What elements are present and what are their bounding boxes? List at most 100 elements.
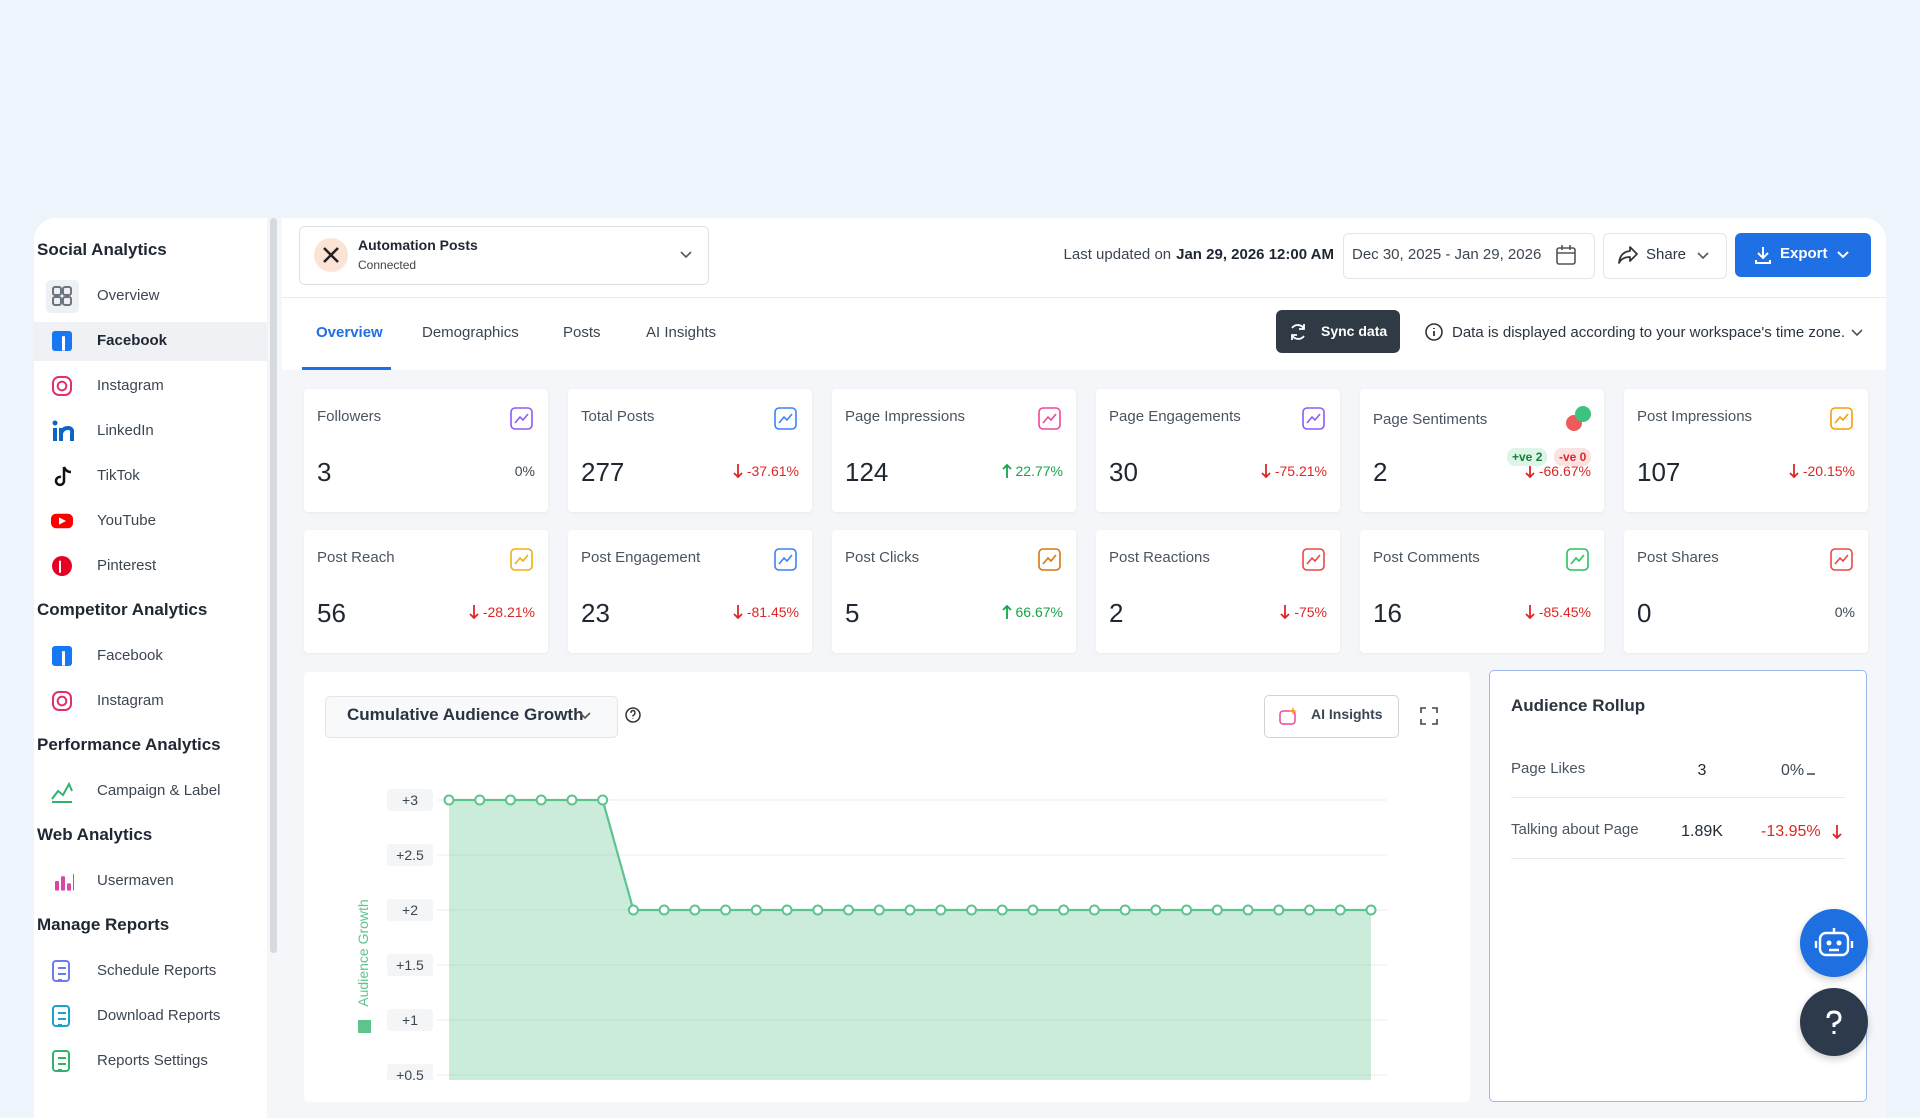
point [965, 904, 977, 916]
metric-icon-frame [510, 548, 533, 571]
icon-shape [59, 425, 74, 441]
trend-arrow-path [1001, 604, 1012, 619]
export-button[interactable] [1735, 233, 1871, 277]
point [1150, 904, 1162, 916]
ai-spark [1289, 707, 1297, 715]
icon-shape [59, 517, 66, 525]
point [535, 794, 547, 806]
y-tick-box [387, 1009, 433, 1031]
point [843, 904, 855, 916]
icon-shape [62, 651, 65, 666]
nav-item[interactable]: Usermaven [97, 872, 174, 889]
nav-item[interactable]: YouTube [97, 512, 156, 529]
ai-icon [1279, 707, 1297, 725]
account-selector[interactable] [299, 226, 709, 285]
metric-label: Post Engagement [581, 549, 701, 566]
metric-icon-frame [1830, 407, 1853, 430]
icon-shape [52, 286, 62, 296]
icon [55, 873, 74, 891]
metric-card: Post Engagement 23 -81.45% [568, 530, 812, 653]
icon-shape [52, 296, 62, 306]
nav-item[interactable]: Download Reports [97, 1007, 221, 1024]
metric-card: Page Impressions 124 22.77% [832, 389, 1076, 512]
rollup-value: 1.89K [1681, 823, 1723, 840]
nav-item[interactable]: Overview [97, 287, 160, 304]
metric-icon-frame [1302, 407, 1325, 430]
point [504, 794, 516, 806]
point [443, 794, 455, 806]
last-updated: Last updated on Jan 29, 2026 12:00 AM [1064, 246, 1334, 263]
avatar-x [323, 247, 339, 263]
sync-label[interactable]: Sync data [1321, 323, 1388, 339]
metric-value: 3 [317, 457, 332, 487]
chevron-path [1851, 329, 1863, 337]
metric-icon [510, 548, 533, 571]
point [627, 904, 639, 916]
icon-shape [67, 883, 71, 891]
icon-shape [58, 967, 66, 981]
tab[interactable]: Posts [563, 324, 601, 341]
point [812, 904, 824, 916]
sync-button[interactable] [1276, 310, 1400, 353]
metric-icon-detail [1306, 413, 1321, 424]
trend-arrow [1832, 825, 1842, 840]
nav-item[interactable]: Instagram [97, 377, 164, 394]
share-label[interactable]: Share [1646, 246, 1687, 263]
chevron-path [680, 251, 692, 259]
share-button[interactable] [1603, 233, 1727, 279]
tab[interactable]: AI Insights [646, 324, 717, 341]
ai-insights-label[interactable]: AI Insights [1311, 706, 1383, 722]
metric-value: 277 [581, 457, 625, 487]
metric-icon-detail [778, 554, 793, 565]
nav-item[interactable]: TikTok [97, 467, 140, 484]
point [1088, 904, 1100, 916]
metric-value: 124 [845, 457, 889, 487]
chatbot-button[interactable] [1800, 909, 1868, 977]
nav-item[interactable]: Campaign & Label [97, 782, 221, 799]
tab[interactable]: Demographics [422, 324, 519, 341]
metric-value: 5 [845, 598, 860, 628]
date-range-picker[interactable] [1343, 233, 1595, 279]
sidebar [34, 218, 267, 1118]
metric-icon-detail [1042, 413, 1057, 424]
trend-arrow-path [733, 464, 743, 479]
icon-shape [54, 466, 72, 487]
tabs-bar [282, 298, 1886, 370]
rollup-title: Audience Rollup [1511, 696, 1646, 715]
metric-icon [774, 407, 797, 430]
export-label[interactable]: Export [1780, 245, 1828, 262]
nav-item[interactable]: Instagram [97, 692, 164, 709]
point [1181, 904, 1193, 916]
y-tick-label: +0.5 [396, 1067, 424, 1080]
rollup-label: Talking about Page [1511, 821, 1639, 838]
nav-item[interactable]: Facebook [97, 332, 168, 349]
trend-arrow [1001, 604, 1012, 619]
chevron-path [1837, 251, 1849, 259]
nav-item[interactable]: LinkedIn [97, 422, 154, 439]
metric-icon-detail [1570, 554, 1585, 565]
timezone-note: Data is displayed according to your work… [1452, 324, 1846, 341]
y-tick-label: +2.5 [396, 847, 424, 863]
metric-icon [1566, 548, 1589, 571]
chart-selector[interactable] [325, 696, 618, 738]
help-button[interactable] [1800, 988, 1868, 1056]
point [781, 904, 793, 916]
metric-icon [1302, 548, 1325, 571]
nav-item[interactable]: Reports Settings [97, 1052, 208, 1069]
icon [52, 331, 72, 351]
metric-icon [774, 548, 797, 571]
chart-title[interactable]: Cumulative Audience Growth [347, 705, 584, 724]
metric-icon [1566, 406, 1591, 431]
trend-arrow-path [1789, 464, 1799, 479]
nav-item[interactable]: Pinterest [97, 557, 157, 574]
metric-label: Post Shares [1637, 549, 1719, 566]
tab[interactable]: Overview [316, 324, 383, 341]
icon [51, 513, 73, 529]
nav-item[interactable]: Schedule Reports [97, 962, 217, 979]
nav-item[interactable]: Facebook [97, 647, 163, 664]
page: (() => { const data = JSON.parse(documen… [34, 218, 1886, 1118]
ai-insights-button[interactable] [1264, 695, 1399, 738]
metric-icon-detail [1834, 413, 1849, 424]
share-path [1618, 246, 1638, 264]
help-q [630, 709, 636, 719]
